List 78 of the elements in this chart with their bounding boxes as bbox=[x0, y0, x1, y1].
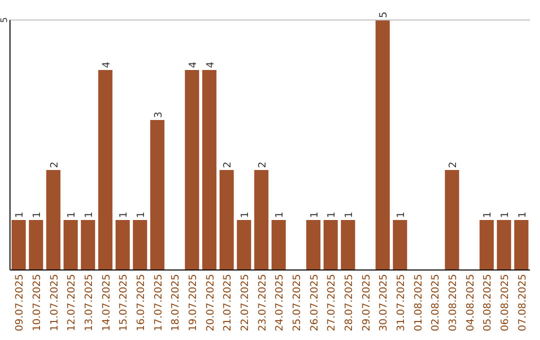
x-tick-label: 20.07.2025 bbox=[205, 274, 216, 332]
data-label: 1 bbox=[32, 212, 43, 218]
x-tick-label: 03.08.2025 bbox=[448, 274, 459, 332]
bar bbox=[236, 220, 252, 270]
x-tick-label: 17.07.2025 bbox=[153, 274, 164, 332]
bar bbox=[98, 70, 112, 270]
data-label: 3 bbox=[153, 112, 164, 118]
data-label: 5 bbox=[378, 12, 390, 18]
bar bbox=[12, 220, 26, 270]
x-tick-label: 19.07.2025 bbox=[188, 274, 199, 332]
x-tick-label: 16.07.2025 bbox=[136, 274, 147, 332]
bar bbox=[220, 170, 234, 270]
data-label: 1 bbox=[84, 212, 95, 218]
x-tick-label: 05.08.2025 bbox=[482, 274, 494, 332]
x-tick-label: 13.07.2025 bbox=[84, 274, 95, 332]
data-label: 2 bbox=[49, 162, 60, 168]
x-tick-label: 12.07.2025 bbox=[66, 274, 78, 332]
data-label: 1 bbox=[136, 212, 147, 218]
x-tick-label: 25.07.2025 bbox=[292, 274, 303, 332]
bar bbox=[340, 220, 356, 270]
bar bbox=[254, 170, 268, 270]
data-label: 1 bbox=[500, 212, 511, 218]
bar bbox=[392, 220, 408, 270]
x-tick-label: 09.07.2025 bbox=[14, 274, 26, 332]
x-tick-label: 31.07.2025 bbox=[396, 274, 407, 332]
bar bbox=[132, 220, 148, 270]
x-tick-label: 26.07.2025 bbox=[309, 274, 320, 332]
data-label: 4 bbox=[205, 62, 216, 68]
x-tick-label: 07.08.2025 bbox=[517, 274, 528, 332]
data-label: 1 bbox=[240, 212, 251, 218]
bar bbox=[184, 70, 200, 270]
x-tick-label: 30.07.2025 bbox=[378, 274, 390, 332]
data-label: 2 bbox=[448, 162, 459, 168]
x-tick-label: 27.07.2025 bbox=[326, 274, 338, 332]
data-label: 4 bbox=[188, 62, 199, 68]
x-tick-label: 15.07.2025 bbox=[118, 274, 130, 332]
x-tick-label: 04.08.2025 bbox=[465, 274, 476, 332]
x-tick-label: 18.07.2025 bbox=[170, 274, 182, 332]
data-label: 4 bbox=[101, 62, 112, 68]
data-label: 1 bbox=[482, 212, 494, 218]
data-label: 1 bbox=[66, 212, 78, 218]
bar bbox=[324, 220, 338, 270]
x-tick-label: 28.07.2025 bbox=[344, 274, 355, 332]
x-tick-label: 23.07.2025 bbox=[257, 274, 268, 332]
data-label: 2 bbox=[257, 162, 268, 168]
data-label: 1 bbox=[14, 212, 26, 218]
x-tick-label: 22.07.2025 bbox=[240, 274, 251, 332]
bar bbox=[514, 220, 528, 270]
data-label: 1 bbox=[344, 212, 355, 218]
bar bbox=[202, 70, 216, 270]
data-label: 1 bbox=[396, 212, 407, 218]
data-label: 1 bbox=[309, 212, 320, 218]
bar bbox=[80, 220, 96, 270]
bar bbox=[272, 220, 286, 270]
data-label: 2 bbox=[222, 162, 234, 168]
data-label: 1 bbox=[517, 212, 528, 218]
bar bbox=[116, 220, 130, 270]
bar bbox=[150, 120, 164, 270]
x-tick-label: 11.07.2025 bbox=[49, 274, 60, 332]
data-label: 1 bbox=[326, 212, 338, 218]
bar bbox=[496, 220, 512, 270]
bar bbox=[64, 220, 78, 270]
bar bbox=[444, 170, 460, 270]
x-tick-label: 24.07.2025 bbox=[274, 274, 286, 332]
x-tick-label: 01.08.2025 bbox=[413, 274, 424, 332]
x-tick-label: 14.07.2025 bbox=[101, 274, 112, 332]
x-tick-label: 21.07.2025 bbox=[222, 274, 234, 332]
x-tick-label: 10.07.2025 bbox=[32, 274, 43, 332]
bar bbox=[480, 220, 494, 270]
data-label: 1 bbox=[118, 212, 130, 218]
bar bbox=[376, 20, 390, 270]
x-tick-label: 06.08.2025 bbox=[500, 274, 511, 332]
x-tick-label: 02.08.2025 bbox=[430, 274, 442, 332]
bar bbox=[28, 220, 44, 270]
x-tick-label: 29.07.2025 bbox=[361, 274, 372, 332]
bar bbox=[306, 220, 320, 270]
bar bbox=[46, 170, 60, 270]
data-label: 1 bbox=[274, 212, 286, 218]
